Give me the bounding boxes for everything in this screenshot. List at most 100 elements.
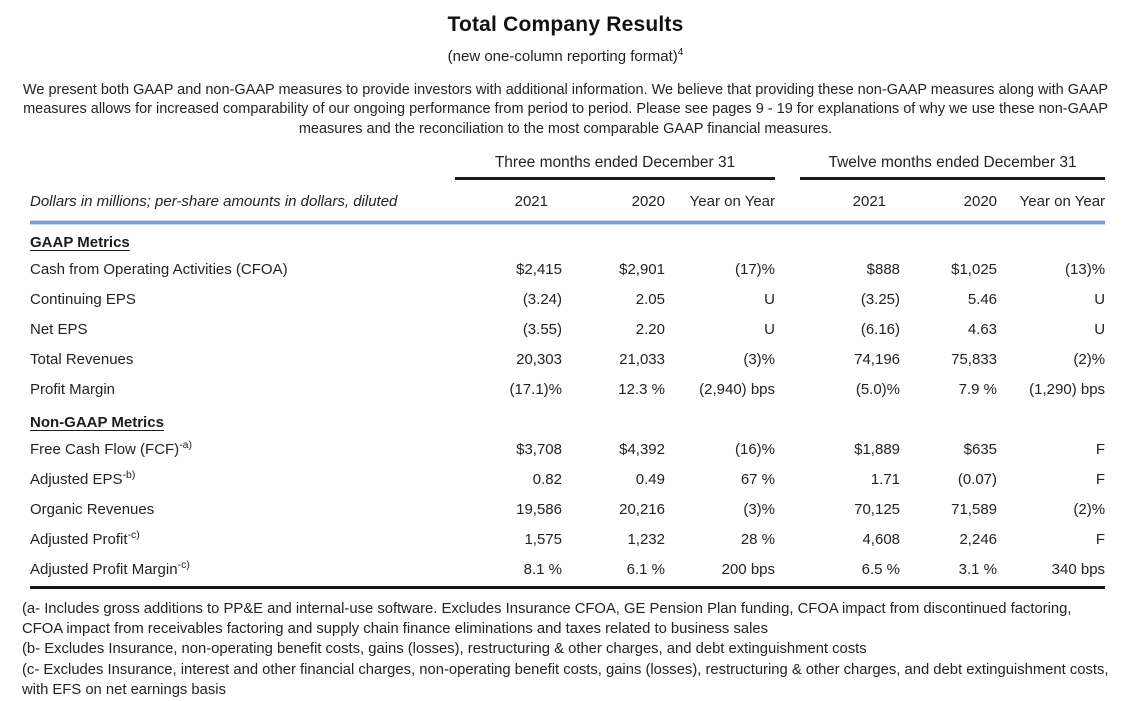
cell-q-yoy: 67 % — [740, 471, 776, 489]
table-row: Profit Margin (17.1)% 12.3 % (2,940) bps… — [30, 375, 1105, 405]
footnote-ref: -a) — [179, 439, 193, 452]
group-gap — [775, 495, 800, 525]
cell-q-yoy: 200 bps — [665, 555, 776, 590]
cell-q-2021: 8.1 % — [455, 555, 562, 590]
table-row: Free Cash Flow (FCF)-a) $3,708 $4,392 (1… — [30, 435, 1105, 465]
cell-y-2021: 1.71 — [870, 471, 901, 489]
cell-y-2020: 5.46 — [967, 291, 998, 309]
page-subtitle: (new one-column reporting format)4 — [0, 47, 1131, 65]
cell-q-2021: (3.55) — [522, 321, 562, 339]
group-gap — [775, 154, 800, 179]
group-gap — [775, 555, 801, 590]
table-row: Organic Revenues 19,586 20,216 (3)% 70,1… — [30, 495, 1105, 525]
cell-y-yoy: 340 bps — [997, 555, 1106, 590]
blue-divider-line — [30, 220, 1106, 226]
cell-q-2021: $3,708 — [516, 441, 562, 459]
col-header-q-2021: 2021 — [514, 193, 548, 211]
section-heading-text: GAAP Metrics — [30, 234, 130, 252]
footnote-ref: -c) — [177, 559, 190, 572]
group-gap — [775, 255, 800, 285]
metric-label: Total Revenues — [30, 351, 134, 369]
group-gap — [775, 179, 800, 221]
col-header-y-yoy: Year on Year — [1019, 193, 1106, 211]
metric-label: Profit Margin — [30, 381, 116, 399]
table-row: Continuing EPS (3.24) 2.05 U (3.25) 5.46… — [30, 285, 1105, 315]
col-header-y-2021: 2021 — [852, 193, 887, 211]
cell-y-2021: 70,125 — [854, 501, 901, 519]
section-heading: Non-GAAP Metrics — [30, 405, 1105, 435]
cell-q-2020: $4,392 — [619, 441, 665, 459]
subtitle-footnote-ref: 4 — [677, 47, 684, 58]
cell-q-2020: 2.20 — [635, 321, 665, 339]
cell-y-2021: (6.16) — [860, 321, 901, 339]
cell-q-yoy: 28 % — [740, 531, 776, 549]
cell-q-yoy: U — [764, 321, 776, 339]
cell-y-yoy: F — [1095, 441, 1106, 459]
footnote-a: (a- Includes gross additions to PP&E and… — [22, 601, 1072, 638]
metric-label: Adjusted EPS-b) — [30, 469, 136, 489]
cell-q-yoy: (2,940) bps — [699, 381, 776, 399]
table-row: Adjusted Profit Margin-c) 8.1 % 6.1 % 20… — [30, 555, 1106, 590]
cell-y-2021: $888 — [866, 261, 901, 279]
table-row: Net EPS (3.55) 2.20 U (6.16) 4.63 U — [30, 315, 1105, 345]
cell-q-2021: 20,303 — [516, 351, 562, 369]
cell-q-2020: 12.3 % — [618, 381, 665, 399]
metric-label: Cash from Operating Activities (CFOA) — [30, 261, 288, 279]
section-heading-row: GAAP Metrics — [30, 225, 1105, 255]
table-row: Total Revenues 20,303 21,033 (3)% 74,196… — [30, 345, 1105, 375]
metric-label: Adjusted Profit Margin-c) — [30, 555, 455, 590]
cell-q-2020: $2,901 — [619, 261, 665, 279]
group-gap — [775, 465, 800, 495]
cell-y-yoy: U — [1094, 291, 1106, 309]
cell-y-2020: $635 — [963, 441, 998, 459]
footnotes: (a- Includes gross additions to PP&E and… — [22, 599, 1114, 700]
group-gap — [775, 345, 800, 375]
cell-y-2020: 3.1 % — [900, 555, 998, 590]
group-gap — [775, 285, 800, 315]
units-note: Dollars in millions; per-share amounts i… — [30, 193, 398, 211]
blue-divider-cell — [30, 220, 1106, 226]
cell-q-2020: 6.1 % — [562, 555, 665, 590]
cell-q-yoy: U — [764, 291, 776, 309]
cell-y-2020: 2,246 — [959, 531, 998, 549]
cell-y-2020: $1,025 — [951, 261, 998, 279]
table-row: Adjusted EPS-b) 0.82 0.49 67 % 1.71 (0.0… — [30, 465, 1105, 495]
cell-y-2020: 75,833 — [951, 351, 998, 369]
cell-q-2021: (3.24) — [522, 291, 562, 309]
cell-y-2021: 6.5 % — [800, 555, 901, 590]
cell-q-yoy: (3)% — [743, 351, 776, 369]
section-heading-text: Non-GAAP Metrics — [30, 414, 164, 432]
col-header-q-yoy: Year on Year — [689, 193, 776, 211]
cell-q-yoy: (17)% — [735, 261, 776, 279]
footnote-ref: -c) — [127, 529, 140, 542]
cell-y-2021: $1,889 — [854, 441, 901, 459]
group-header-row: Three months ended December 31 Twelve mo… — [30, 154, 1106, 181]
footnote-c: (c- Excludes Insurance, interest and oth… — [22, 661, 1109, 698]
metric-label: Net EPS — [30, 321, 88, 339]
cell-q-2020: 2.05 — [635, 291, 665, 309]
cell-q-2021: 0.82 — [532, 471, 562, 489]
cell-y-yoy: (2)% — [1073, 351, 1106, 369]
cell-q-2021: 19,586 — [516, 501, 562, 519]
col-header-y-2020: 2020 — [963, 193, 998, 211]
cell-y-2020: 71,589 — [951, 501, 998, 519]
cell-q-2020: 21,033 — [619, 351, 665, 369]
results-table: Three months ended December 31 Twelve mo… — [30, 154, 1106, 590]
metric-label: Free Cash Flow (FCF)-a) — [30, 439, 193, 459]
group-gap — [775, 435, 800, 465]
table-row: Adjusted Profit-c) 1,575 1,232 28 % 4,60… — [30, 525, 1105, 555]
cell-q-yoy: (3)% — [743, 501, 776, 519]
subtitle-text: (new one-column reporting format) — [447, 48, 678, 65]
cell-y-2021: (5.0)% — [855, 381, 901, 399]
cell-q-2020: 1,232 — [627, 531, 665, 549]
col-header-q-2020: 2020 — [631, 193, 665, 211]
table-row: Cash from Operating Activities (CFOA) $2… — [30, 255, 1105, 285]
cell-y-yoy: (13)% — [1065, 261, 1106, 279]
cell-q-2021: (17.1)% — [509, 381, 562, 399]
group-gap — [775, 525, 800, 555]
footnote-b: (b- Excludes Insurance, non-operating be… — [22, 641, 867, 658]
group-header-three-months: Three months ended December 31 — [455, 154, 776, 181]
group-gap — [775, 375, 800, 405]
cell-y-yoy: F — [1095, 471, 1106, 489]
group-gap — [775, 315, 800, 345]
